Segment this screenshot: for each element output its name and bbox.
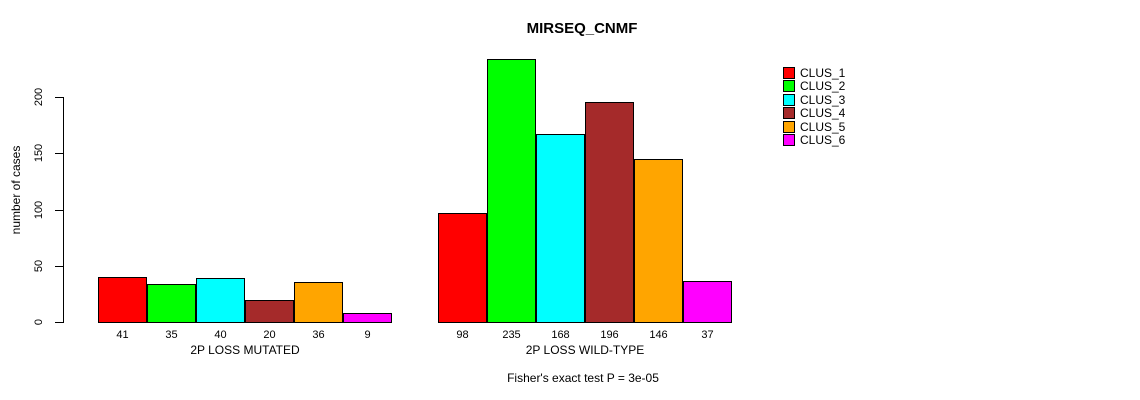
y-tick-label: 100 (33, 200, 45, 219)
bar-value-label: 98 (456, 329, 469, 341)
bar-clus_2-2 (487, 59, 536, 323)
y-axis-tick (55, 97, 63, 98)
y-axis-line (63, 97, 64, 323)
legend-item: CLUS_1 (783, 66, 845, 79)
bar-clus_1-1 (98, 277, 147, 323)
y-axis-tick (55, 209, 63, 211)
y-axis-label: number of cases (9, 145, 23, 235)
legend-item: CLUS_2 (783, 79, 845, 92)
group-axis-label: 2P LOSS MUTATED (190, 343, 300, 357)
y-tick-label: 0 (33, 318, 45, 326)
legend-item: CLUS_6 (783, 133, 845, 146)
y-tick-label: 150 (33, 144, 45, 163)
bar-value-label: 168 (551, 329, 570, 341)
bar-clus_1-2 (438, 213, 487, 323)
group-axis-label: 2P LOSS WILD-TYPE (525, 343, 645, 357)
fisher-test-annotation: Fisher's exact test P = 3e-05 (507, 371, 659, 385)
legend-swatch-icon (783, 133, 795, 146)
y-tick-label: 50 (33, 259, 45, 272)
bar-value-label: 196 (600, 329, 619, 341)
bar-clus_3-2 (536, 134, 585, 323)
y-axis-tick (55, 265, 63, 267)
bar-value-label: 36 (312, 329, 325, 341)
legend-swatch-icon (783, 106, 795, 119)
bar-value-label: 146 (649, 329, 668, 341)
legend-swatch-icon (783, 120, 795, 133)
bar-clus_6-2 (683, 281, 732, 323)
legend-item-label: CLUS_3 (800, 92, 846, 107)
legend-swatch-icon (783, 66, 795, 79)
bar-clus_4-2 (585, 102, 634, 323)
legend-item-label: CLUS_5 (800, 119, 846, 134)
legend-item-label: CLUS_4 (800, 105, 846, 120)
bar-clus_5-2 (634, 159, 683, 323)
bar-value-label: 20 (263, 329, 276, 341)
legend-swatch-icon (783, 79, 795, 92)
legend-item-label: CLUS_1 (800, 65, 846, 80)
legend-item-label: CLUS_2 (800, 78, 846, 93)
bar-value-label: 235 (502, 329, 521, 341)
chart-title: MIRSEQ_CNMF (526, 20, 638, 37)
bar-clus_6-1 (343, 313, 392, 323)
bar-value-label: 41 (116, 329, 129, 341)
bar-value-label: 9 (364, 329, 371, 341)
legend-item: CLUS_4 (783, 106, 845, 119)
y-axis-tick (55, 153, 63, 155)
legend-item: CLUS_3 (783, 93, 845, 106)
legend-item-label: CLUS_6 (800, 132, 846, 147)
bar-value-label: 37 (701, 329, 714, 341)
legend-item: CLUS_5 (783, 120, 845, 133)
legend-swatch-icon (783, 93, 795, 106)
bar-clus_5-1 (294, 282, 343, 323)
y-tick-label: 200 (33, 87, 45, 107)
y-axis-tick (55, 322, 63, 323)
bar-value-label: 40 (214, 329, 227, 341)
bar-value-label: 35 (165, 329, 178, 341)
bar-clus_4-1 (245, 300, 294, 323)
bar-clus_2-1 (147, 284, 196, 323)
bar-clus_3-1 (196, 278, 245, 323)
